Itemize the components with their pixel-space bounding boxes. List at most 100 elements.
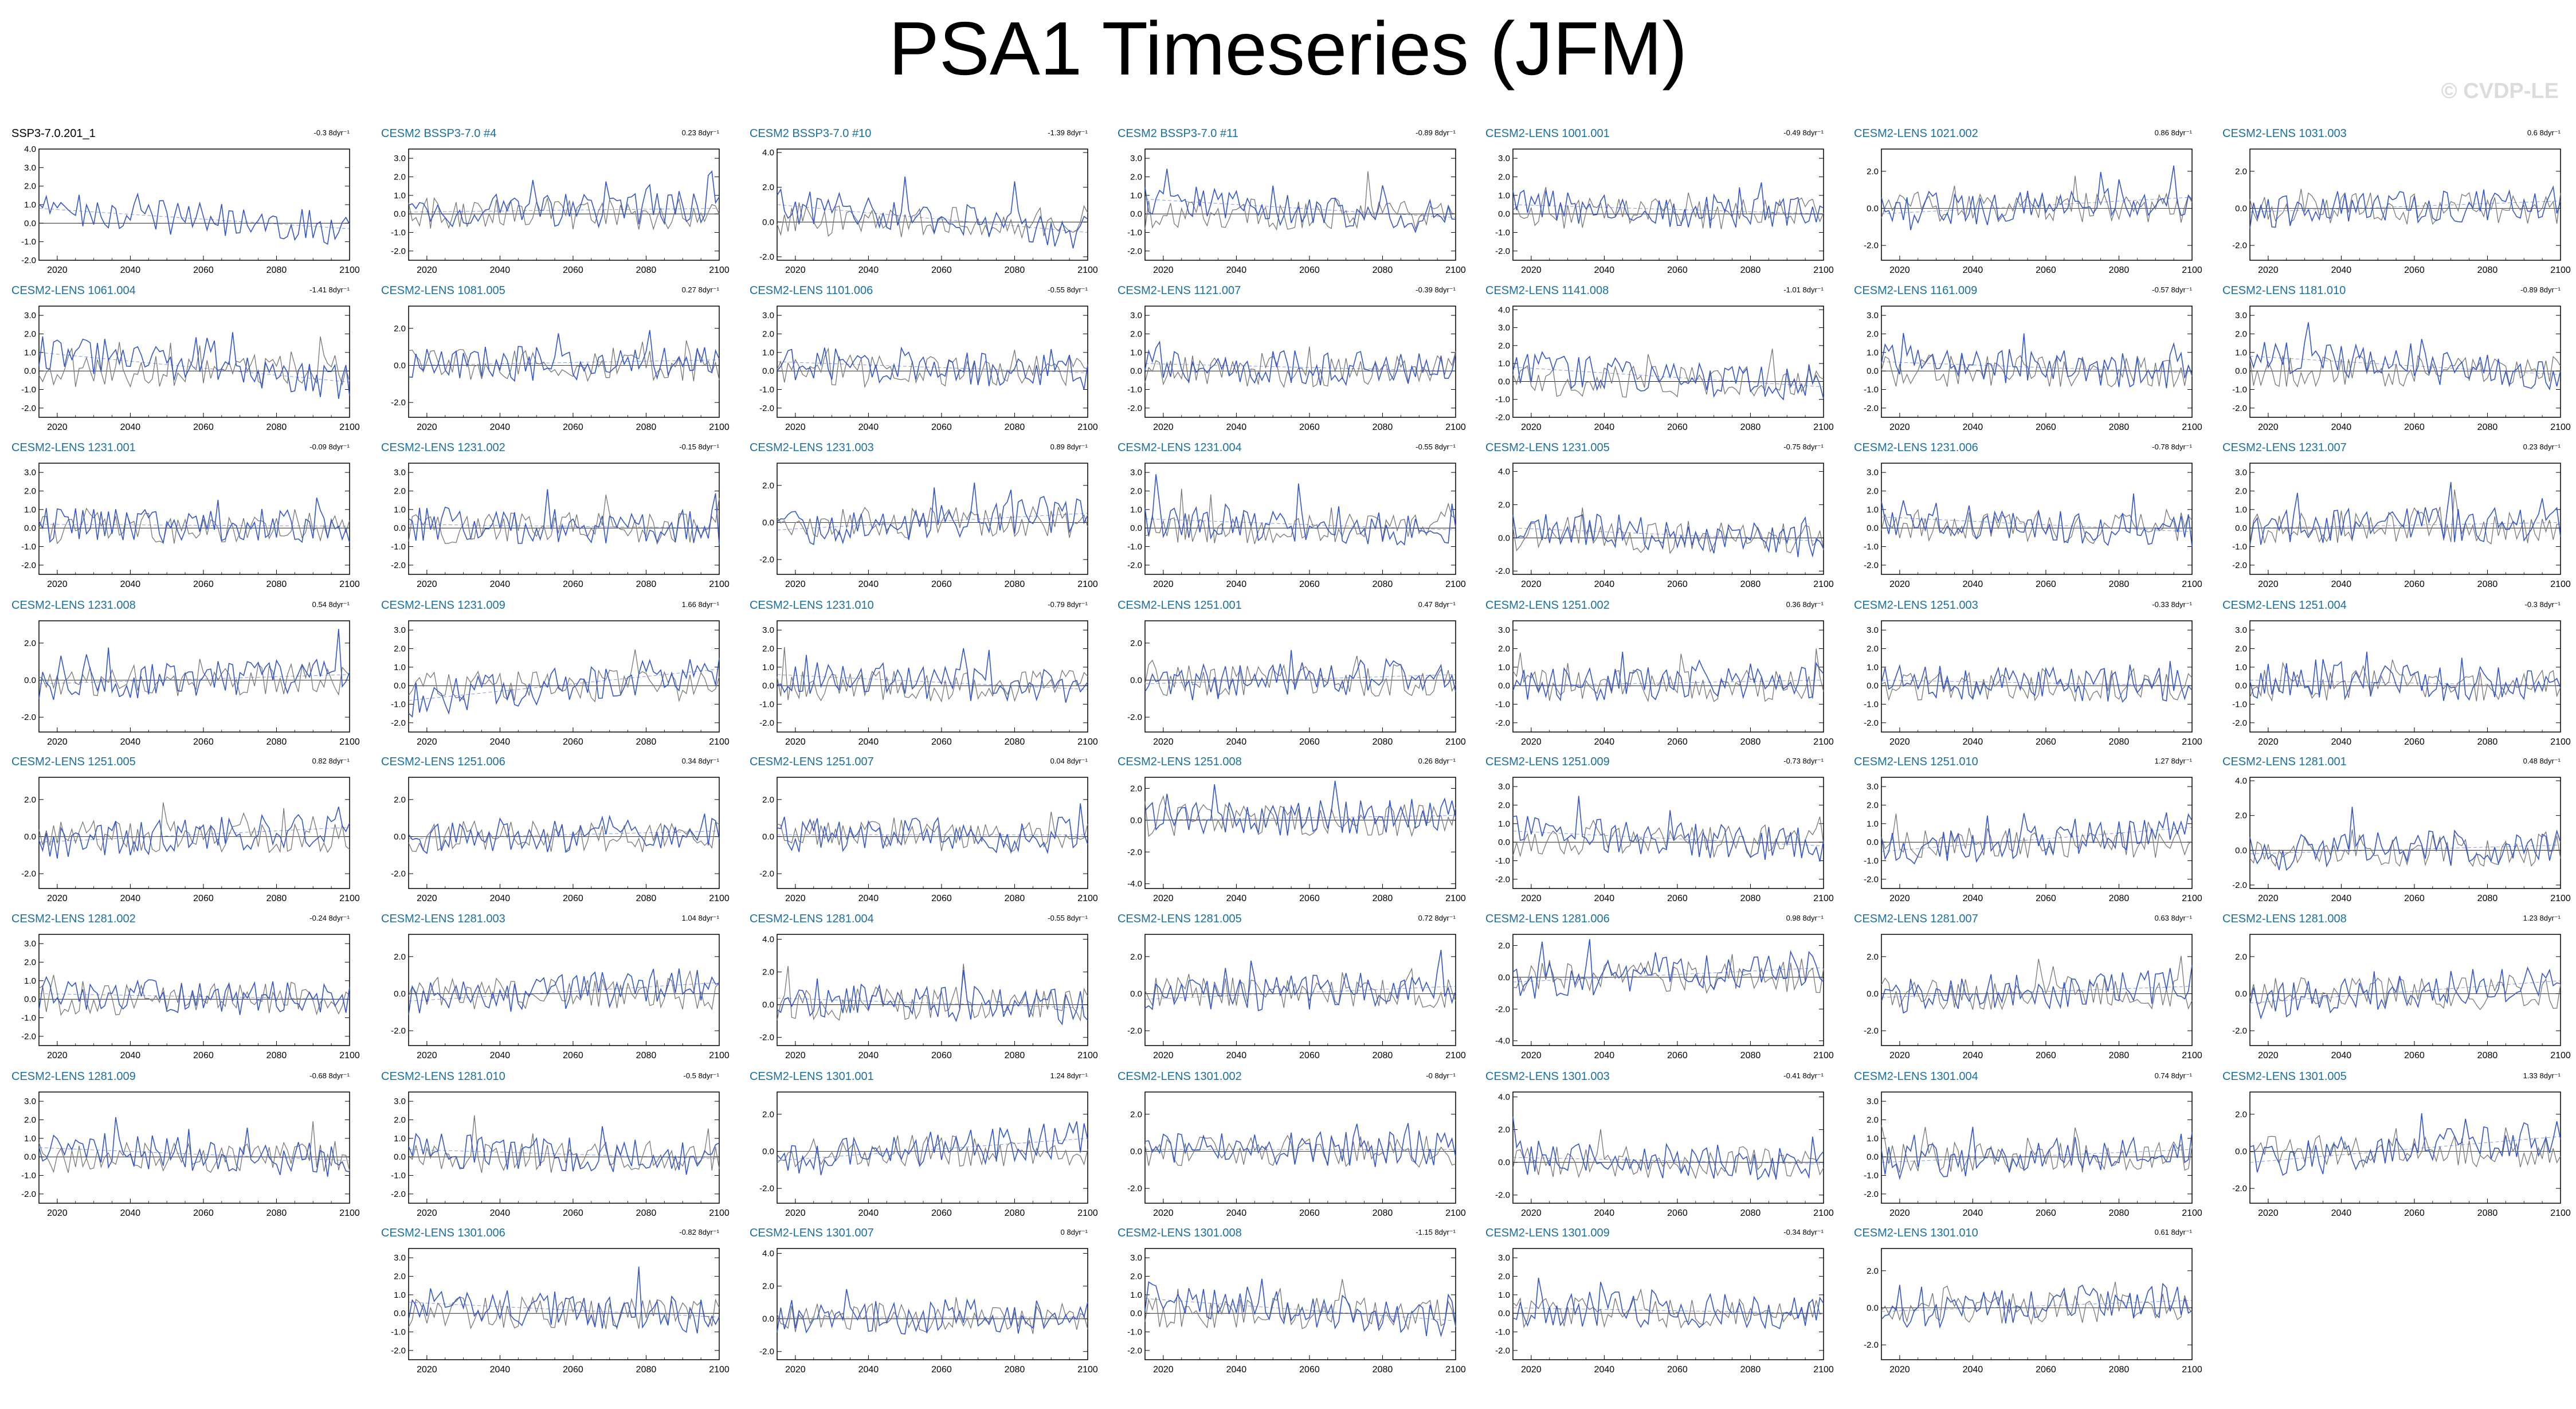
member-series-line [2249, 482, 2561, 546]
panel-plot: 2020 2040 2060 2080 2100 3.0 2.0 1.0 0.0 -1.0 -2.0 [21, 1091, 360, 1218]
y-tick-label: 2.0 [1130, 639, 1142, 648]
plot-frame [777, 1091, 1088, 1204]
panel-41: CESM2-LENS 1281.007 0.63 8dyr⁻¹ 2020 2040 20… [1854, 913, 2202, 1067]
panel-trend-label: 0.54 8dyr⁻¹ [312, 600, 350, 609]
plot-frame [1144, 148, 1456, 261]
x-tick-label: 2100 [2550, 422, 2571, 432]
y-tick-label: 2.0 [1867, 644, 1879, 654]
y-tick-label: 2.0 [762, 795, 774, 805]
x-tick-label: 2100 [709, 265, 730, 275]
y-tick-label: -2.0 [2232, 1026, 2247, 1036]
panel-trend-label: -0.3 8dyr⁻¹ [313, 128, 350, 137]
y-tick-label: -2.0 [1495, 718, 1510, 728]
plot-frame [2249, 148, 2561, 261]
y-tick-label: 1.0 [24, 505, 36, 515]
plot-frame [2249, 463, 2561, 575]
y-tick-label: -2.0 [1127, 1026, 1142, 1036]
y-tick-label: 2.0 [1130, 1272, 1142, 1282]
panel-title: CESM2-LENS 1301.002 [1118, 1070, 1242, 1083]
panel-plot: 2020 2040 2060 2080 2100 3.0 2.0 1.0 0.0 -1.0 -2.0 [21, 306, 360, 432]
panel-title: CESM2-LENS 1301.006 [381, 1227, 505, 1239]
reference-series-line [1144, 795, 1456, 837]
reference-series-line [1512, 816, 1824, 858]
panel-trend-label: 1.23 8dyr⁻¹ [2523, 914, 2561, 922]
y-tick-label: 0.0 [762, 1314, 774, 1324]
x-tick-label: 2080 [636, 1365, 657, 1375]
trend-line [1144, 986, 1456, 1000]
panel-17: CESM2-LENS 1231.003 0.89 8dyr⁻¹ 2020 2040 20… [750, 441, 1098, 596]
x-tick-label: 2020 [1521, 894, 1542, 903]
panel-trend-label: -0.68 8dyr⁻¹ [309, 1071, 350, 1080]
reference-series-line [777, 347, 1088, 389]
panel-plot: 2020 2040 2060 2080 2100 3.0 2.0 1.0 0.0 -1.0 -2.0 [1864, 777, 2202, 903]
x-tick-label: 2080 [1373, 1051, 1393, 1060]
member-series-line [408, 657, 720, 718]
panel-title: CESM2-LENS 1061.004 [11, 284, 136, 297]
member-series-line [1881, 332, 2193, 389]
x-tick-label: 2060 [563, 580, 583, 589]
x-tick-label: 2100 [709, 1208, 730, 1218]
reference-series-line [2249, 189, 2561, 225]
panel-21: CESM2-LENS 1231.007 0.23 8dyr⁻¹ 2020 2040 20… [2222, 441, 2571, 596]
panel-title: CESM2-LENS 1281.008 [2222, 913, 2347, 925]
reference-series-line [408, 494, 720, 545]
y-tick-label: 1.0 [762, 348, 774, 358]
trend-line [777, 674, 1088, 690]
x-tick-label: 2100 [2550, 265, 2571, 275]
x-tick-label: 2080 [1005, 580, 1025, 589]
panel-title: CESM2-LENS 1021.002 [1854, 127, 1978, 140]
y-tick-label: 2.0 [24, 795, 36, 805]
x-tick-label: 2080 [1373, 1365, 1393, 1375]
y-tick-label: -2.0 [1127, 246, 1142, 256]
x-tick-label: 2080 [2477, 737, 2498, 747]
x-tick-label: 2020 [1889, 1365, 1910, 1375]
panel-trend-label: -0.75 8dyr⁻¹ [1783, 443, 1824, 451]
y-tick-label: -2.0 [2232, 718, 2247, 728]
panel-trend-label: 0.27 8dyr⁻¹ [681, 285, 719, 294]
x-tick-label: 2040 [858, 580, 879, 589]
panel-32: CESM2-LENS 1251.008 0.26 8dyr⁻¹ 2020 2040 20… [1118, 756, 1466, 910]
panel-44: CESM2-LENS 1281.010 -0.5 8dyr⁻¹ 2020 2040 20… [381, 1070, 730, 1225]
x-tick-label: 2060 [563, 1365, 583, 1375]
member-series-line [38, 1117, 350, 1177]
panel-trend-label: -0.73 8dyr⁻¹ [1783, 757, 1824, 765]
y-tick-label: 3.0 [1498, 154, 1510, 163]
x-tick-label: 2020 [1889, 1051, 1910, 1060]
y-tick-label: 4.0 [1498, 467, 1510, 476]
panel-trend-label: -0.41 8dyr⁻¹ [1783, 1071, 1824, 1080]
panel-title: CESM2-LENS 1231.003 [750, 441, 874, 454]
x-tick-label: 2040 [858, 894, 879, 903]
plot-frame [38, 620, 350, 733]
x-tick-label: 2060 [931, 737, 952, 747]
panel-2: CESM2 BSSP3-7.0 #4 0.23 8dyr⁻¹ 2020 2040 206… [381, 127, 730, 282]
x-tick-label: 2040 [120, 580, 141, 589]
plot-frame [1512, 148, 1824, 261]
plot-frame [1512, 1091, 1824, 1204]
y-tick-label: -2.0 [1127, 713, 1142, 722]
y-tick-label: 2.0 [1867, 1116, 1879, 1125]
reference-series-line [408, 340, 720, 382]
trend-line [1512, 831, 1824, 847]
plot-frame [408, 1248, 720, 1360]
panel-20: CESM2-LENS 1231.006 -0.78 8dyr⁻¹ 2020 2040 2… [1854, 441, 2202, 596]
x-tick-label: 2040 [490, 1051, 511, 1060]
y-tick-label: -2.0 [759, 1184, 774, 1193]
x-tick-label: 2060 [2036, 580, 2056, 589]
plot-frame [1512, 620, 1824, 733]
panel-plot: 2020 2040 2060 2080 2100 2.0 0.0 -2.0 [21, 620, 360, 747]
panel-plot: 2020 2040 2060 2080 2100 4.0 2.0 0.0 -2.0 [2232, 776, 2571, 903]
panel-11: CESM2-LENS 1121.007 -0.39 8dyr⁻¹ 2020 2040 2… [1118, 284, 1466, 439]
x-tick-label: 2100 [1813, 1208, 1834, 1218]
plot-frame [1881, 463, 2193, 575]
y-tick-label: -2.0 [1864, 875, 1879, 884]
x-tick-label: 2040 [1226, 580, 1247, 589]
trend-line [38, 674, 350, 684]
trend-line [1144, 363, 1456, 371]
panel-plot: 2020 2040 2060 2080 2100 3.0 2.0 1.0 0.0 -1.0 -2.0 [2232, 306, 2571, 432]
y-tick-label: 3.0 [1130, 1253, 1142, 1263]
reference-series-line [38, 659, 350, 696]
plot-frame [2249, 306, 2561, 418]
x-tick-label: 2080 [1005, 1365, 1025, 1375]
y-tick-label: 1.0 [1130, 348, 1142, 358]
x-tick-label: 2080 [636, 1208, 657, 1218]
